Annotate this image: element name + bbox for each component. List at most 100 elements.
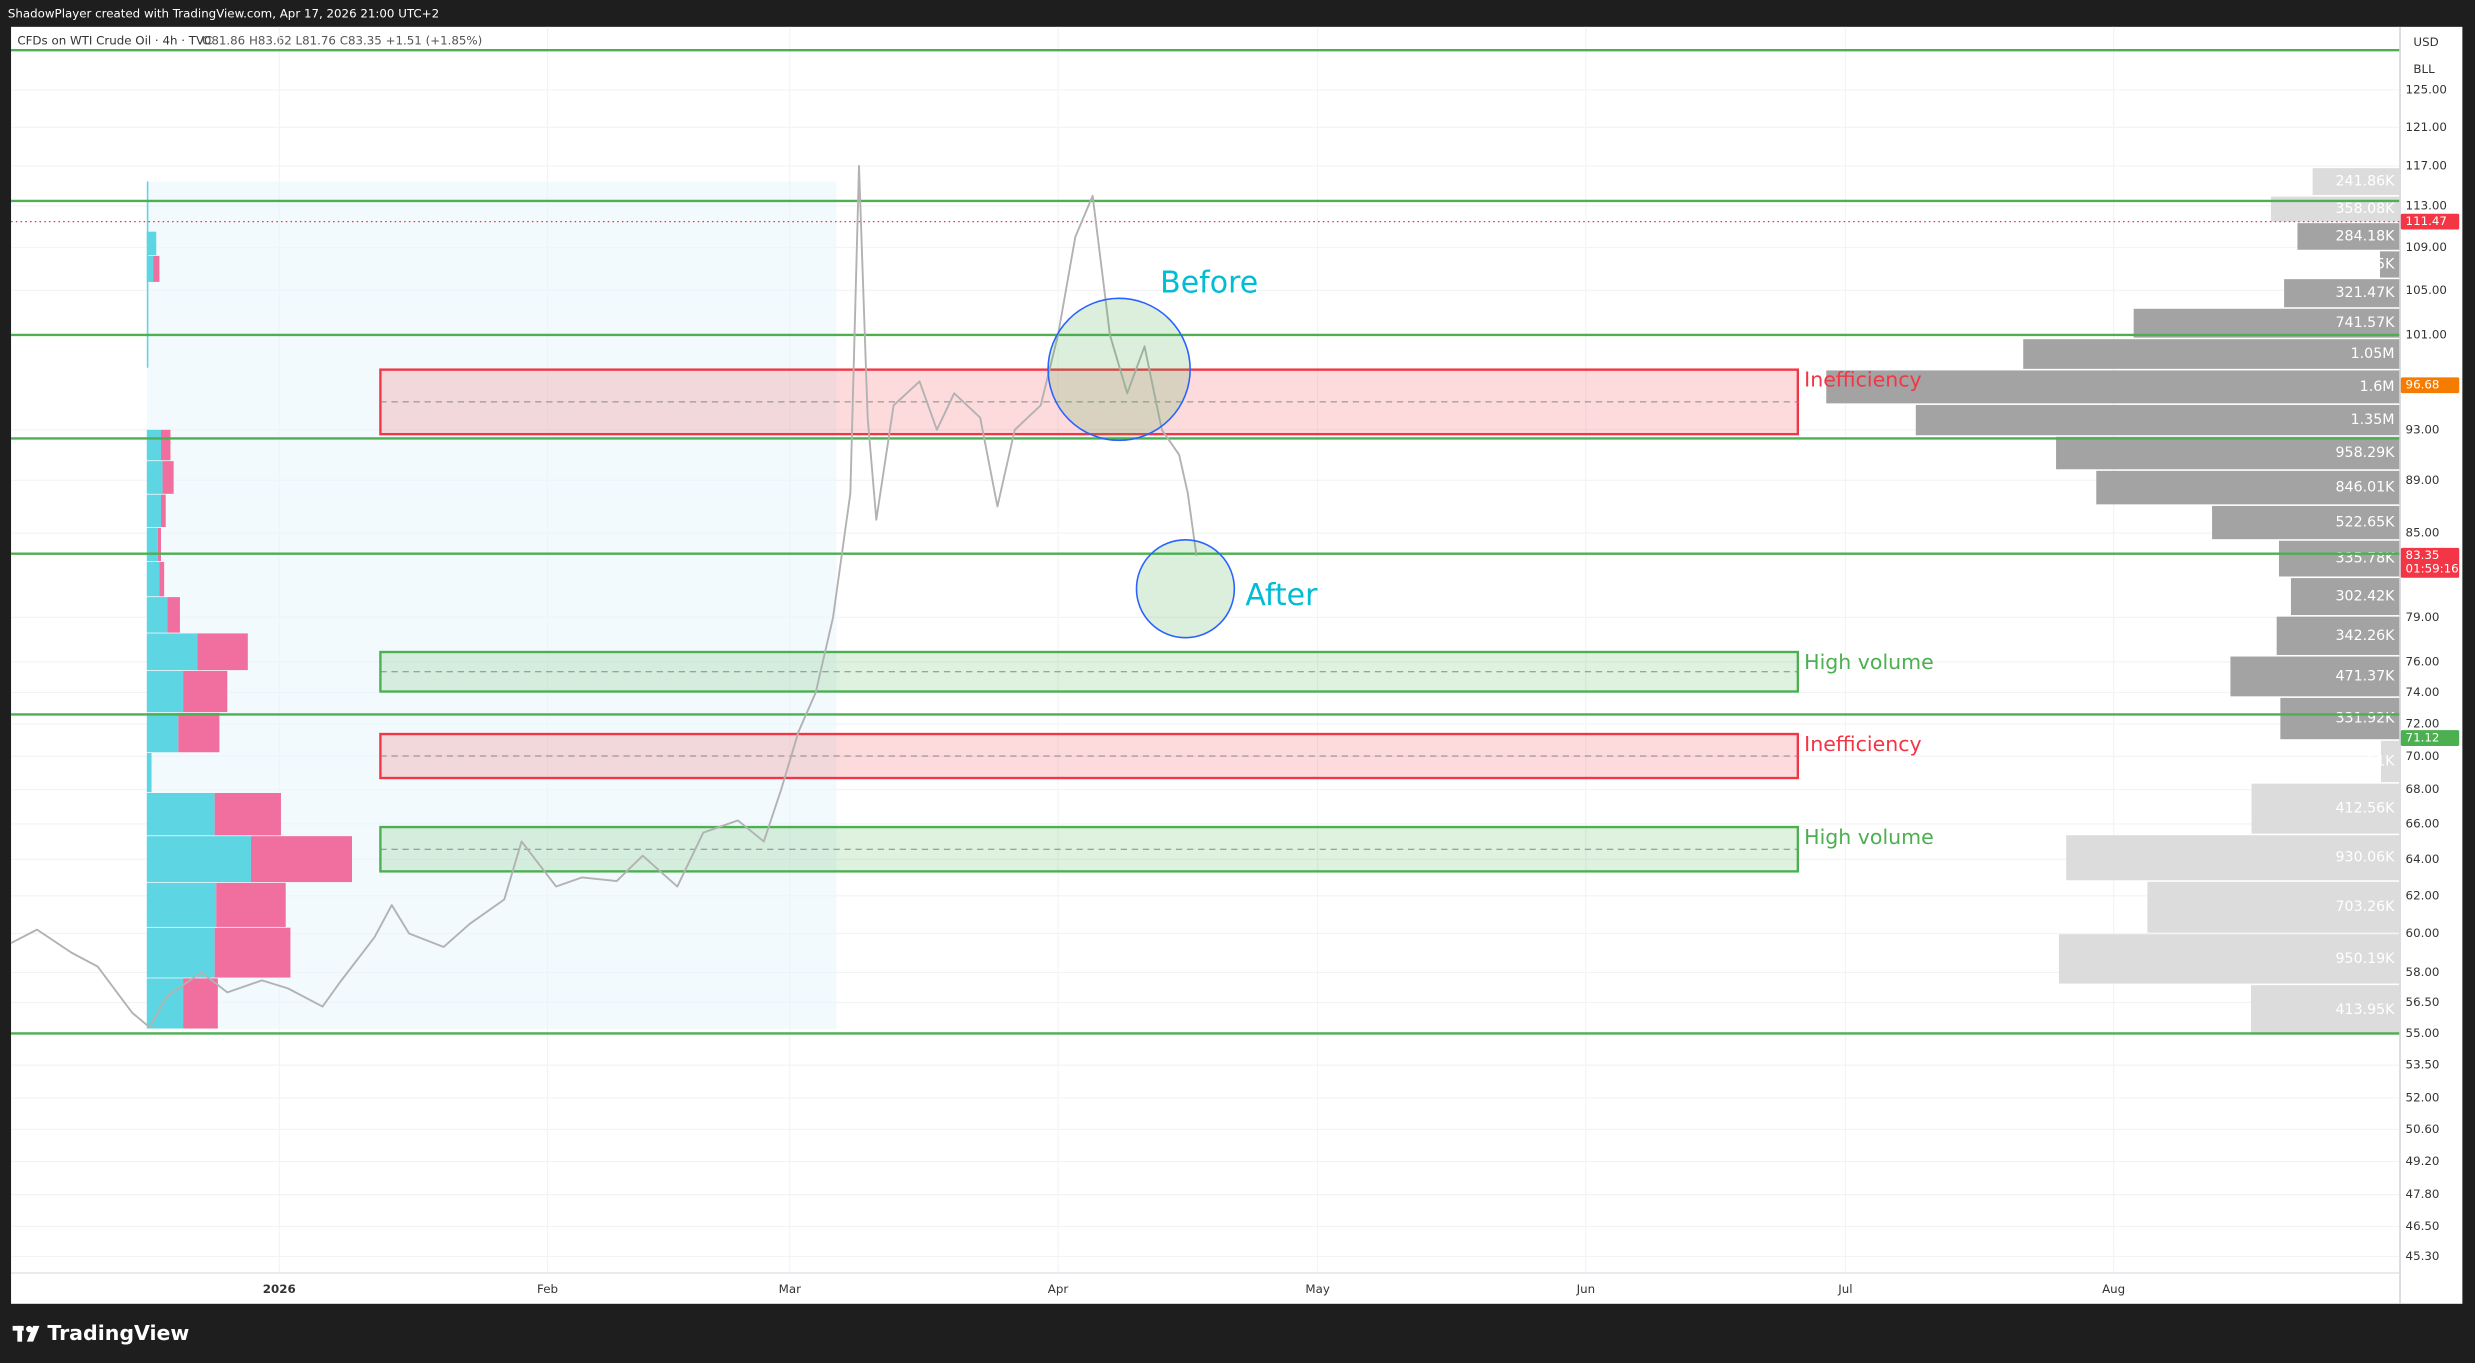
profile-bar xyxy=(2023,339,2400,369)
profile-label: 342.26K xyxy=(2336,628,2396,644)
y-tick-label: 64.00 xyxy=(2406,852,2440,866)
session-down-bar xyxy=(161,429,171,461)
session-up-bar xyxy=(146,793,215,836)
y-tick-label: 52.00 xyxy=(2406,1090,2440,1104)
y-tick-label: 58.00 xyxy=(2406,965,2440,979)
logo-part xyxy=(26,1325,33,1333)
profile-bar xyxy=(2147,881,2400,933)
profile-label: 741.57K xyxy=(2336,315,2396,331)
y-tick-label: 62.00 xyxy=(2406,888,2440,902)
session-down-bar xyxy=(216,882,286,927)
profile-label: 284.18K xyxy=(2336,228,2396,244)
session-up-bar xyxy=(146,670,184,713)
session-down-bar xyxy=(162,461,174,494)
y-tick-label: 46.50 xyxy=(2406,1219,2440,1233)
zone-label: Inefficiency xyxy=(1804,368,1921,392)
logo-part xyxy=(26,1325,40,1342)
profile-label: 412.56K xyxy=(2336,801,2396,817)
y-tick-label: 121.00 xyxy=(2406,120,2447,134)
countdown: 01:59:16 xyxy=(2406,562,2459,576)
profile-bar xyxy=(2312,168,2400,196)
axis-price-label xyxy=(2400,547,2460,578)
profile-bar xyxy=(2380,740,2400,783)
profile-bar xyxy=(1915,404,2400,436)
x-tick-label: Jun xyxy=(1576,1282,1595,1296)
y-tick-label: 85.00 xyxy=(2406,526,2440,540)
profile-bar xyxy=(2297,223,2400,250)
session-up-bar xyxy=(146,712,179,753)
profile-bar xyxy=(2280,697,2400,740)
session-down-bar xyxy=(183,670,228,713)
profile-label: 321.47K xyxy=(2336,285,2396,301)
axis-price-text: 83.35 xyxy=(2406,548,2440,562)
session-up-bar xyxy=(146,927,215,978)
profile-label: 930.06K xyxy=(2336,850,2396,866)
profile-bar xyxy=(2250,985,2400,1035)
y-tick-label: 117.00 xyxy=(2406,158,2447,172)
session-down-bar xyxy=(159,561,165,597)
session-down-bar xyxy=(250,836,352,883)
symbol: CFDs on WTI Crude Oil · 4h · TVC xyxy=(17,34,212,48)
y-tick-label: 66.00 xyxy=(2406,816,2440,830)
axis-price-label xyxy=(2400,377,2460,394)
logo-part xyxy=(17,1325,23,1342)
brand-logo xyxy=(12,1325,40,1342)
profile-label: 241.86K xyxy=(2336,174,2396,190)
y-tick-label: 74.00 xyxy=(2406,685,2440,699)
profile-label: 53.65K xyxy=(2345,256,2396,272)
y-tick-label: 109.00 xyxy=(2406,240,2447,254)
x-tick-label: Aug xyxy=(2102,1282,2125,1296)
profile-bar xyxy=(2284,279,2400,308)
y-tick-label: 50.60 xyxy=(2406,1122,2440,1136)
session-up-bar xyxy=(146,753,152,793)
session-up-bar xyxy=(146,836,251,883)
profile-bar xyxy=(2056,436,2400,470)
session-down-bar xyxy=(157,527,162,562)
y-tick-label: 55.00 xyxy=(2406,1026,2440,1040)
profile-label: 958.29K xyxy=(2336,445,2396,461)
profile-bar xyxy=(2251,783,2400,834)
profile-label: 302.42K xyxy=(2336,589,2396,605)
y-tick-label: 53.50 xyxy=(2406,1058,2440,1072)
session-down-bar xyxy=(167,597,180,633)
session-up-bar xyxy=(146,494,162,527)
annotation: Before xyxy=(1160,266,1258,301)
session-down-bar xyxy=(161,494,166,527)
profile-bar xyxy=(1826,370,2400,404)
profile-bar xyxy=(2290,578,2400,616)
session-up-bar xyxy=(146,527,158,562)
y-tick-label: 89.00 xyxy=(2406,473,2440,487)
unit: BLL xyxy=(2413,62,2435,76)
y-tick-label: 125.00 xyxy=(2406,82,2447,96)
annotation: After xyxy=(1245,578,1318,613)
profile-bar xyxy=(2058,934,2400,984)
profile-bar xyxy=(2380,251,2400,278)
y-tick-label: 105.00 xyxy=(2406,283,2447,297)
x-tick-label: Feb xyxy=(537,1282,558,1296)
profile-label: 522.65K xyxy=(2336,515,2396,531)
zone-label: Inefficiency xyxy=(1804,732,1921,756)
profile-bar xyxy=(2278,540,2400,577)
y-tick-label: 79.00 xyxy=(2406,610,2440,624)
session-down-bar xyxy=(178,712,220,753)
ohlc: O81.86 H83.62 L81.76 C83.35 +1.51 (+1.85… xyxy=(202,34,482,48)
axis-price-text: 96.68 xyxy=(2406,378,2440,392)
profile-label: 471.37K xyxy=(2336,668,2396,684)
currency: USD xyxy=(2413,35,2438,49)
data-layer: 241.86K 358.08K 284.18K 53.65K 321.47K 741.57… xyxy=(10,49,2400,1035)
axis-price-text: 71.12 xyxy=(2406,731,2440,745)
attribution: ShadowPlayer created with TradingView.co… xyxy=(8,7,439,21)
y-tick-label: 72.00 xyxy=(2406,716,2440,730)
zone-label: High volume xyxy=(1804,650,1934,674)
y-tick-label: 60.00 xyxy=(2406,926,2440,940)
profile-bar xyxy=(2212,505,2400,540)
profile-label: 703.26K xyxy=(2336,899,2396,915)
session-up-bar xyxy=(146,461,163,494)
before-circle xyxy=(1047,297,1191,442)
profile-bar xyxy=(2276,616,2400,655)
y-tick-label: 101.00 xyxy=(2406,327,2447,341)
price-line-series xyxy=(10,165,1198,1029)
session-down-bar xyxy=(197,633,248,671)
profile-label: 331.92K xyxy=(2336,711,2396,727)
